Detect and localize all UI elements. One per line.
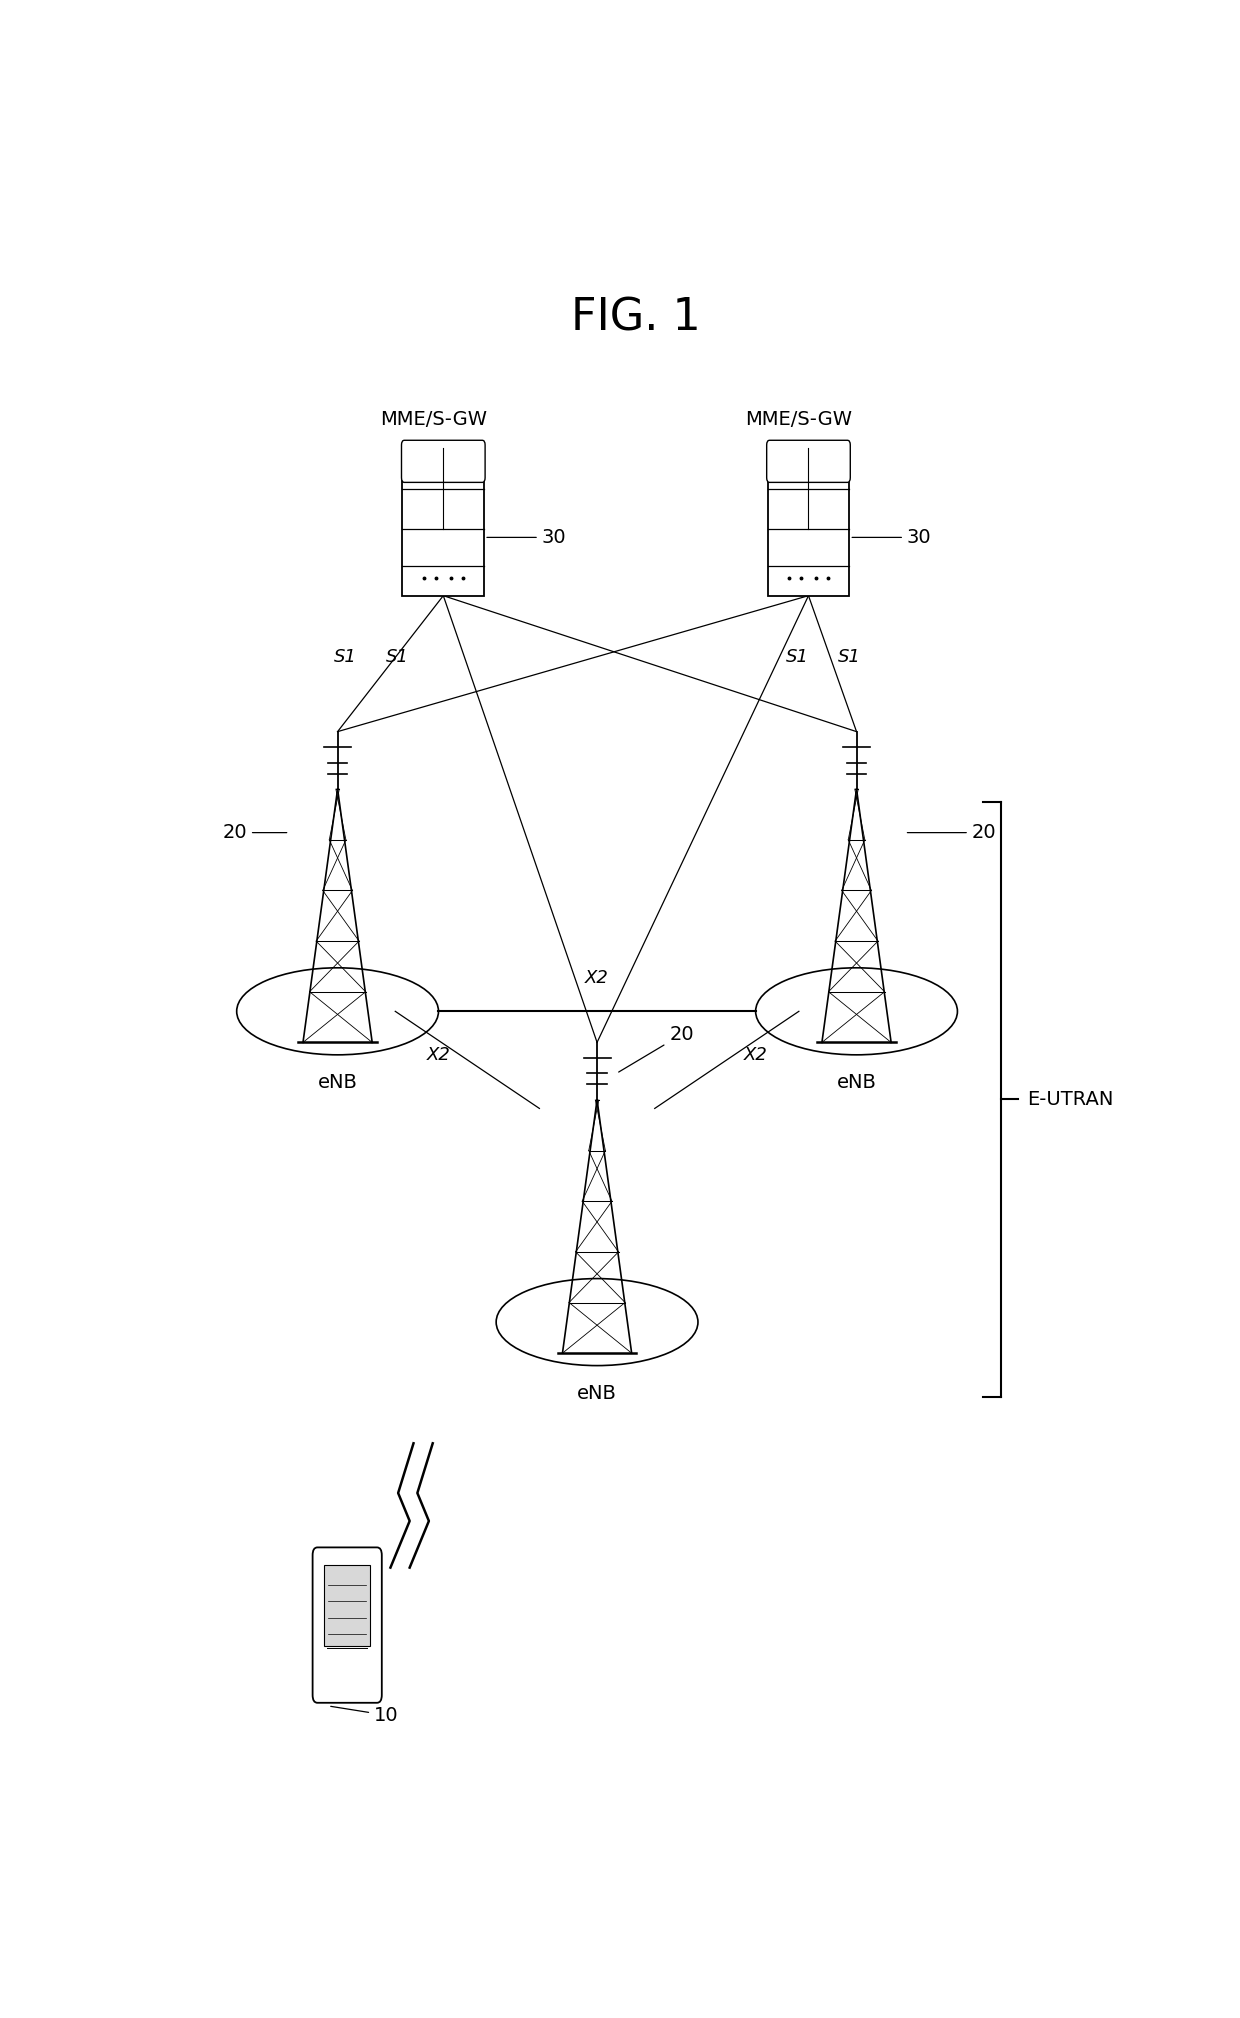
Text: MME/S-GW: MME/S-GW	[745, 410, 852, 430]
Text: 20: 20	[619, 1025, 693, 1072]
Ellipse shape	[755, 969, 957, 1055]
Text: E-UTRAN: E-UTRAN	[1028, 1090, 1114, 1108]
Bar	[403, 448, 484, 595]
Text: 20: 20	[222, 823, 286, 842]
Ellipse shape	[237, 969, 439, 1055]
FancyBboxPatch shape	[766, 440, 851, 482]
Text: 10: 10	[331, 1705, 399, 1725]
Bar	[324, 1566, 371, 1647]
Text: MME/S-GW: MME/S-GW	[381, 410, 487, 430]
FancyBboxPatch shape	[312, 1548, 382, 1703]
Text: FIG. 1: FIG. 1	[570, 297, 701, 339]
Text: X2: X2	[585, 969, 609, 987]
Text: 30: 30	[852, 529, 931, 547]
Text: S1: S1	[837, 648, 861, 666]
Bar	[768, 448, 849, 595]
Text: S1: S1	[334, 648, 357, 666]
Text: S1: S1	[386, 648, 409, 666]
Text: 30: 30	[487, 529, 567, 547]
Text: eNB: eNB	[577, 1384, 618, 1403]
Text: X2: X2	[744, 1045, 768, 1063]
FancyBboxPatch shape	[402, 440, 485, 482]
Ellipse shape	[496, 1279, 698, 1366]
Text: eNB: eNB	[317, 1074, 357, 1092]
Text: eNB: eNB	[837, 1074, 877, 1092]
Text: S1: S1	[785, 648, 808, 666]
Text: X2: X2	[427, 1045, 450, 1063]
Text: 20: 20	[908, 823, 997, 842]
